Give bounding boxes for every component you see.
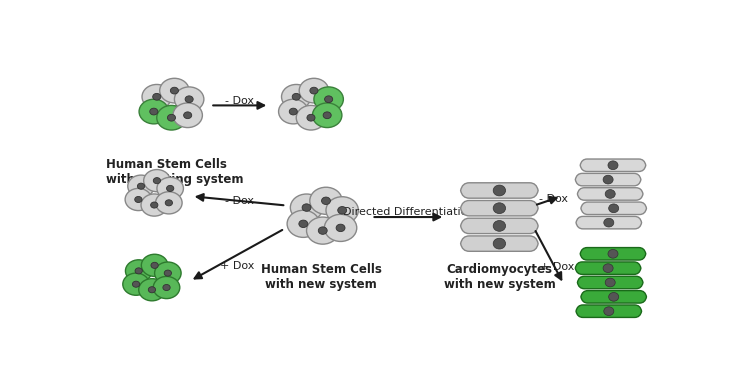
Ellipse shape — [326, 197, 358, 224]
Ellipse shape — [157, 105, 186, 130]
Ellipse shape — [155, 262, 181, 284]
Ellipse shape — [605, 278, 615, 287]
Ellipse shape — [138, 183, 144, 189]
Ellipse shape — [281, 84, 311, 109]
Ellipse shape — [142, 84, 172, 109]
Ellipse shape — [609, 292, 619, 301]
Ellipse shape — [302, 204, 311, 211]
Text: Directed Differentiation: Directed Differentiation — [343, 207, 474, 217]
Ellipse shape — [318, 227, 327, 234]
Ellipse shape — [141, 194, 167, 216]
Text: Human Stem Cells
with new system: Human Stem Cells with new system — [260, 263, 382, 291]
PathPatch shape — [575, 173, 641, 186]
Ellipse shape — [306, 217, 339, 244]
Ellipse shape — [138, 278, 165, 301]
PathPatch shape — [581, 202, 647, 215]
Ellipse shape — [175, 87, 204, 112]
PathPatch shape — [580, 159, 646, 172]
PathPatch shape — [460, 183, 538, 198]
PathPatch shape — [460, 236, 538, 251]
Ellipse shape — [166, 185, 174, 192]
Ellipse shape — [608, 161, 618, 170]
Ellipse shape — [153, 276, 180, 299]
Ellipse shape — [289, 108, 297, 115]
Text: + Dox: + Dox — [221, 261, 255, 271]
Ellipse shape — [184, 112, 192, 119]
Ellipse shape — [125, 188, 152, 211]
Ellipse shape — [336, 224, 345, 232]
Ellipse shape — [287, 210, 320, 237]
Ellipse shape — [325, 96, 333, 103]
Ellipse shape — [312, 103, 342, 128]
Ellipse shape — [292, 93, 300, 100]
Ellipse shape — [310, 187, 342, 214]
Ellipse shape — [165, 200, 172, 206]
Ellipse shape — [153, 178, 161, 184]
PathPatch shape — [577, 188, 643, 200]
Ellipse shape — [167, 114, 175, 121]
Ellipse shape — [155, 192, 182, 214]
Ellipse shape — [126, 260, 152, 282]
Ellipse shape — [185, 96, 193, 103]
Ellipse shape — [608, 249, 618, 258]
PathPatch shape — [576, 305, 642, 318]
PathPatch shape — [576, 216, 642, 229]
Ellipse shape — [323, 112, 332, 119]
Ellipse shape — [337, 207, 346, 214]
Ellipse shape — [132, 281, 140, 287]
Ellipse shape — [151, 262, 158, 268]
Ellipse shape — [173, 103, 203, 128]
Ellipse shape — [163, 284, 170, 291]
Text: - Dox: - Dox — [539, 194, 568, 204]
Ellipse shape — [321, 197, 331, 204]
Text: Cardiomyocytes
with new system: Cardiomyocytes with new system — [443, 263, 555, 291]
Ellipse shape — [135, 196, 142, 203]
PathPatch shape — [580, 247, 646, 260]
PathPatch shape — [460, 200, 538, 216]
Ellipse shape — [160, 78, 189, 103]
Ellipse shape — [310, 87, 318, 94]
Text: Human Stem Cells
with existing system: Human Stem Cells with existing system — [107, 158, 244, 186]
PathPatch shape — [581, 291, 647, 303]
Ellipse shape — [149, 108, 158, 115]
Ellipse shape — [604, 307, 613, 316]
Text: - Dox: - Dox — [225, 96, 255, 106]
Ellipse shape — [152, 93, 161, 100]
Ellipse shape — [278, 99, 308, 124]
Ellipse shape — [148, 287, 155, 293]
Ellipse shape — [604, 218, 613, 227]
Ellipse shape — [603, 264, 613, 273]
Ellipse shape — [141, 254, 168, 276]
Ellipse shape — [493, 238, 505, 249]
Text: - Dox: - Dox — [225, 196, 255, 206]
Ellipse shape — [314, 87, 343, 112]
PathPatch shape — [577, 276, 643, 289]
Ellipse shape — [307, 114, 315, 121]
PathPatch shape — [575, 262, 641, 274]
Ellipse shape — [151, 202, 158, 208]
Ellipse shape — [605, 189, 615, 198]
Ellipse shape — [299, 78, 329, 103]
Ellipse shape — [603, 175, 613, 184]
Ellipse shape — [170, 87, 178, 94]
Ellipse shape — [290, 194, 323, 221]
Text: + Dox: + Dox — [540, 262, 575, 273]
Ellipse shape — [139, 99, 169, 124]
Ellipse shape — [128, 175, 154, 197]
Ellipse shape — [123, 273, 149, 295]
Ellipse shape — [493, 185, 505, 196]
Ellipse shape — [157, 177, 184, 200]
Ellipse shape — [493, 220, 505, 231]
Ellipse shape — [296, 105, 326, 130]
Ellipse shape — [164, 270, 172, 276]
Ellipse shape — [609, 204, 619, 213]
Ellipse shape — [144, 170, 170, 192]
Ellipse shape — [135, 268, 142, 274]
Ellipse shape — [493, 203, 505, 214]
Ellipse shape — [299, 220, 308, 227]
Ellipse shape — [324, 214, 357, 241]
PathPatch shape — [460, 218, 538, 234]
